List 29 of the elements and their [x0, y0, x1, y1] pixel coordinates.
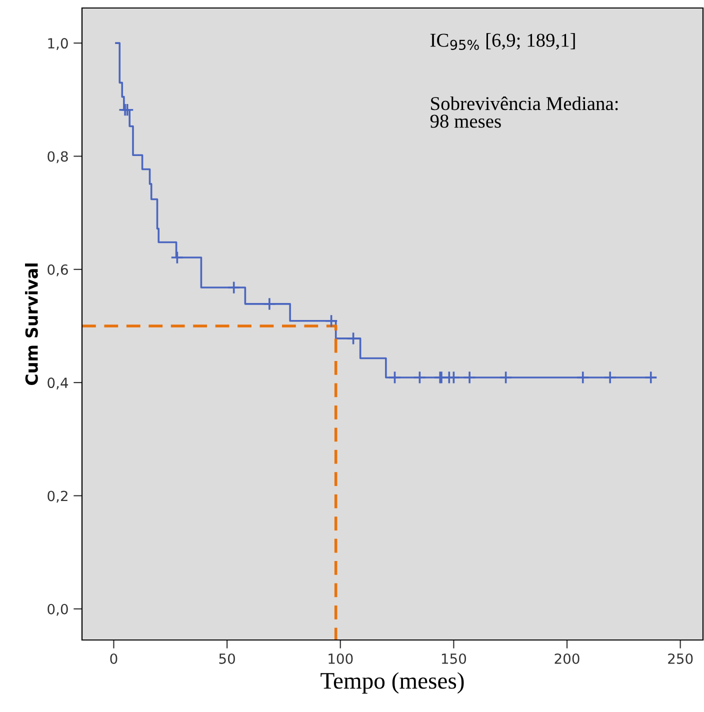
y-tick-label: 0,6 — [48, 264, 68, 276]
y-tick-label: 0,2 — [48, 490, 68, 503]
point — [262, 297, 276, 311]
x-tick-label: 200 — [554, 653, 580, 664]
y-tick-label: 1,0 — [48, 38, 68, 50]
y-tick-label: 0,8 — [48, 151, 68, 164]
point — [170, 250, 184, 264]
annotation: Sobrevivência Mediana: 98 meses — [430, 96, 618, 128]
y-tick-label: 0,4 — [48, 378, 68, 390]
point — [346, 332, 360, 346]
x-tick-label: 0 — [110, 653, 118, 664]
point — [462, 370, 476, 384]
x-tick-label: 150 — [442, 653, 466, 664]
point — [644, 370, 658, 384]
point — [412, 370, 426, 384]
x-tick-label: 50 — [219, 653, 235, 664]
y-tick-label: 0,0 — [48, 604, 68, 616]
x-tick-label: 100 — [328, 653, 353, 664]
point — [227, 280, 241, 294]
point — [120, 103, 134, 117]
y-axis-title: Cum Survival — [25, 264, 38, 386]
x-tick-label: 250 — [668, 653, 693, 664]
x-axis-title: Tempo (meses) — [320, 672, 464, 694]
point — [499, 370, 513, 384]
point — [603, 370, 617, 384]
point — [388, 370, 402, 384]
annotation: IC$_{95%}$ [6,9; 189,1] — [430, 33, 575, 50]
point — [324, 314, 338, 328]
point — [576, 370, 590, 384]
